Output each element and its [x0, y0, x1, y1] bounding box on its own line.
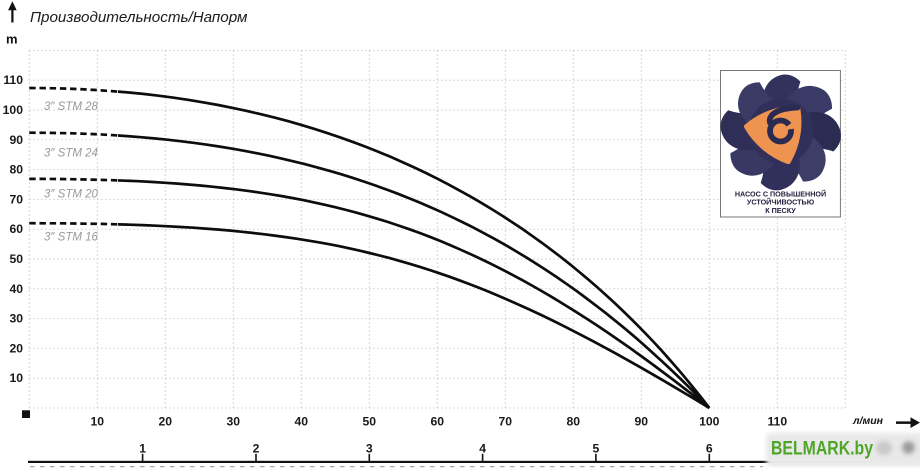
svg-text:BELMARK.by: BELMARK.by — [771, 438, 873, 460]
svg-text:10: 10 — [91, 415, 105, 429]
svg-text:50: 50 — [9, 252, 23, 266]
svg-text:m: m — [6, 32, 18, 47]
svg-text:90: 90 — [9, 133, 23, 147]
svg-text:6: 6 — [706, 441, 713, 455]
svg-text:3″ STM 16: 3″ STM 16 — [44, 232, 99, 244]
svg-text:УСТОЙЧИВОСТЬЮ: УСТОЙЧИВОСТЬЮ — [747, 198, 815, 207]
svg-text:4: 4 — [479, 441, 486, 455]
svg-text:3: 3 — [366, 441, 373, 455]
svg-text:3″ STM 28: 3″ STM 28 — [44, 101, 99, 113]
svg-text:НАСОС С ПОВЫШЕННОЙ: НАСОС С ПОВЫШЕННОЙ — [735, 190, 826, 199]
svg-text:Производительность/Напорм: Производительность/Напорм — [30, 9, 248, 26]
svg-text:5: 5 — [593, 441, 600, 455]
svg-text:90: 90 — [635, 415, 649, 429]
svg-text:30: 30 — [9, 312, 23, 326]
svg-text:100: 100 — [3, 103, 24, 117]
svg-text:40: 40 — [9, 282, 23, 296]
svg-text:3″ STM 24: 3″ STM 24 — [44, 148, 98, 160]
svg-text:110: 110 — [767, 415, 787, 429]
svg-text:60: 60 — [431, 415, 445, 429]
svg-text:10: 10 — [9, 371, 23, 385]
svg-text:20: 20 — [159, 415, 173, 429]
svg-text:40: 40 — [295, 415, 309, 429]
svg-text:70: 70 — [9, 192, 23, 206]
svg-text:80: 80 — [9, 163, 23, 177]
svg-text:50: 50 — [363, 415, 377, 429]
svg-text:70: 70 — [499, 415, 513, 429]
svg-text:К ПЕСКУ: К ПЕСКУ — [765, 206, 796, 215]
svg-text:20: 20 — [9, 341, 23, 355]
svg-text:30: 30 — [227, 415, 241, 429]
svg-text:80: 80 — [567, 415, 581, 429]
svg-text:3″ STM 20: 3″ STM 20 — [44, 189, 99, 201]
svg-text:1: 1 — [139, 441, 146, 455]
svg-text:л/мин: л/мин — [852, 415, 884, 427]
svg-text:2: 2 — [253, 441, 260, 455]
svg-text:100: 100 — [699, 415, 720, 429]
svg-text:60: 60 — [9, 222, 23, 236]
svg-text:110: 110 — [3, 73, 23, 87]
